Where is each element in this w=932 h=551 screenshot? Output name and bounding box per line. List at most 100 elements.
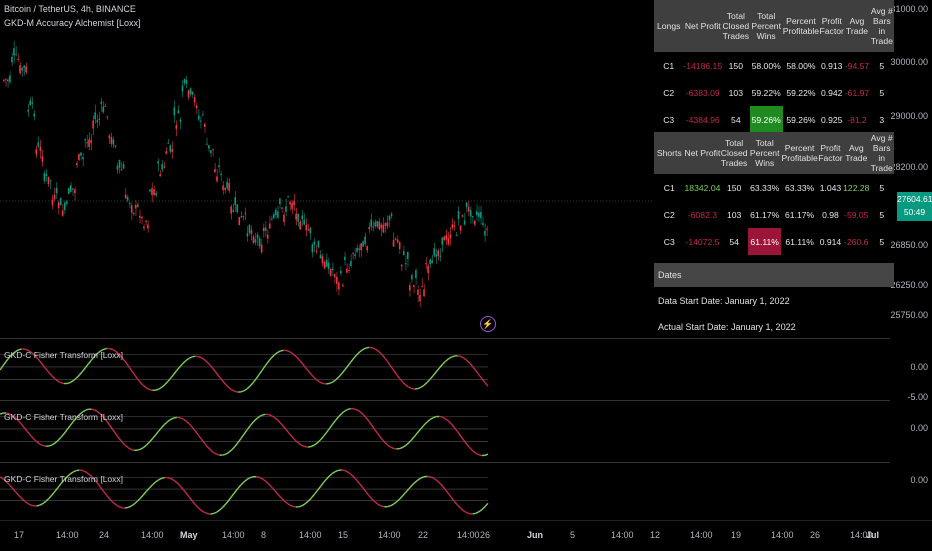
candle-body <box>348 270 350 271</box>
fisher-segment <box>458 432 461 436</box>
fisher-segment <box>183 419 186 421</box>
fisher-segment <box>140 448 143 450</box>
fisher-segment <box>125 445 128 448</box>
candle-body <box>287 196 289 197</box>
pane-title[interactable]: GKD-C Fisher Transform [Loxx] <box>4 412 123 422</box>
fisher-segment <box>278 351 281 353</box>
fisher-segment <box>351 474 354 477</box>
time-tick: 14:00 <box>141 530 164 540</box>
candle-body <box>38 142 40 146</box>
candle-body <box>182 86 184 92</box>
candle-body <box>379 222 381 229</box>
fisher-segment <box>293 438 296 441</box>
fisher-segment <box>183 489 186 493</box>
candle-body <box>143 226 145 228</box>
fisher-segment <box>229 496 232 500</box>
fisher-segment <box>345 471 348 472</box>
fisher-pane-1[interactable] <box>0 338 890 401</box>
fisher-segment <box>119 507 122 508</box>
fisher-segment <box>476 512 479 513</box>
fisher-segment <box>232 390 235 392</box>
candle-body <box>35 149 37 154</box>
stat-cell: 5 <box>870 79 894 106</box>
fisher-segment <box>403 382 406 385</box>
candle-body <box>19 65 21 73</box>
candle-body <box>76 163 78 165</box>
fisher-segment <box>271 355 274 358</box>
candle-body <box>178 110 180 113</box>
stat-cell: C2 <box>654 201 685 228</box>
stat-cell: C2 <box>654 79 683 106</box>
candle-body <box>423 289 425 296</box>
candle-body <box>145 221 147 222</box>
pane-value: 0.00 <box>910 362 928 372</box>
fisher-segment <box>198 435 201 439</box>
stat-cell: C3 <box>654 228 685 255</box>
candle-body <box>141 217 143 218</box>
fisher-segment <box>348 409 351 410</box>
fisher-segment <box>336 417 339 421</box>
candle-body <box>247 233 249 236</box>
indicator-title[interactable]: GKD-M Accuracy Alchemist [Loxx] <box>4 18 141 28</box>
candle-body <box>452 224 454 228</box>
fisher-segment <box>433 372 436 376</box>
fisher-segment <box>52 491 55 495</box>
candle-body <box>151 188 153 195</box>
fisher-segment <box>430 376 433 380</box>
shorts-header-cell: Net Profit <box>685 132 721 174</box>
candle-body <box>415 270 417 278</box>
candle-body <box>470 210 472 216</box>
fisher-pane-2[interactable] <box>0 400 890 463</box>
candle-body <box>194 97 196 102</box>
fisher-segment <box>299 360 302 364</box>
fisher-segment <box>156 431 159 435</box>
time-tick: 14:00 <box>299 530 322 540</box>
price-axis[interactable]: 31000.00 30000.00 29000.00 28200.00 2685… <box>890 0 932 520</box>
pane-value: 0.00 <box>910 423 928 433</box>
candle-body <box>312 244 314 252</box>
candle-body <box>198 116 200 120</box>
fisher-segment <box>275 417 278 420</box>
fisher-segment <box>281 423 284 427</box>
lightning-icon[interactable]: ⚡ <box>480 316 496 332</box>
fisher-segment <box>201 358 204 360</box>
fisher-segment <box>104 491 107 495</box>
fisher-segment <box>168 378 171 382</box>
fisher-segment <box>329 382 332 383</box>
time-tick: 24 <box>99 530 109 540</box>
fisher-segment <box>134 501 137 504</box>
candle-body <box>332 269 334 270</box>
candle-body <box>322 256 324 263</box>
fisher-segment <box>107 495 110 499</box>
fisher-segment <box>317 380 320 382</box>
fisher-segment <box>162 478 165 479</box>
fisher-segment <box>381 506 384 507</box>
symbol-title[interactable]: Bitcoin / TetherUS, 4h, BINANCE <box>4 4 136 14</box>
fisher-segment <box>189 357 192 358</box>
fisher-segment <box>128 448 131 450</box>
candle-body <box>157 161 159 163</box>
pane-title[interactable]: GKD-C Fisher Transform [Loxx] <box>4 474 123 484</box>
stat-cell: 54 <box>720 228 748 255</box>
candle-body <box>159 174 161 176</box>
fisher-segment <box>482 507 485 510</box>
pane-title[interactable]: GKD-C Fisher Transform [Loxx] <box>4 350 123 360</box>
fisher-segment <box>415 480 418 483</box>
fisher-segment <box>470 363 473 367</box>
fisher-pane-3[interactable] <box>0 462 890 525</box>
shorts-header-cell: Avg # Bars in Trade <box>869 132 894 174</box>
fisher-segment <box>180 363 183 366</box>
shorts-header-cell: Shorts <box>654 132 685 174</box>
candle-body <box>263 228 265 231</box>
candle-body <box>293 201 295 205</box>
fisher-line-2 <box>0 401 890 463</box>
stat-cell: 103 <box>722 79 749 106</box>
candle-body <box>218 165 220 167</box>
fisher-segment <box>378 434 381 438</box>
fisher-segment <box>58 381 61 383</box>
fisher-segment <box>214 512 217 513</box>
fisher-segment <box>403 492 406 495</box>
candle-body <box>208 145 210 148</box>
